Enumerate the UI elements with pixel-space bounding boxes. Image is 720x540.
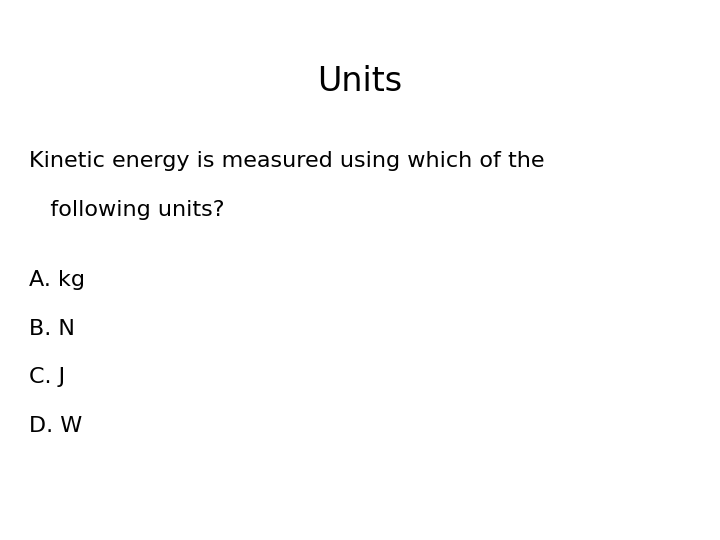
Text: Kinetic energy is measured using which of the: Kinetic energy is measured using which o… bbox=[29, 151, 544, 171]
Text: following units?: following units? bbox=[29, 200, 225, 220]
Text: Units: Units bbox=[318, 65, 402, 98]
Text: B. N: B. N bbox=[29, 319, 75, 339]
Text: C. J: C. J bbox=[29, 367, 65, 387]
Text: D. W: D. W bbox=[29, 416, 82, 436]
Text: A. kg: A. kg bbox=[29, 270, 85, 290]
